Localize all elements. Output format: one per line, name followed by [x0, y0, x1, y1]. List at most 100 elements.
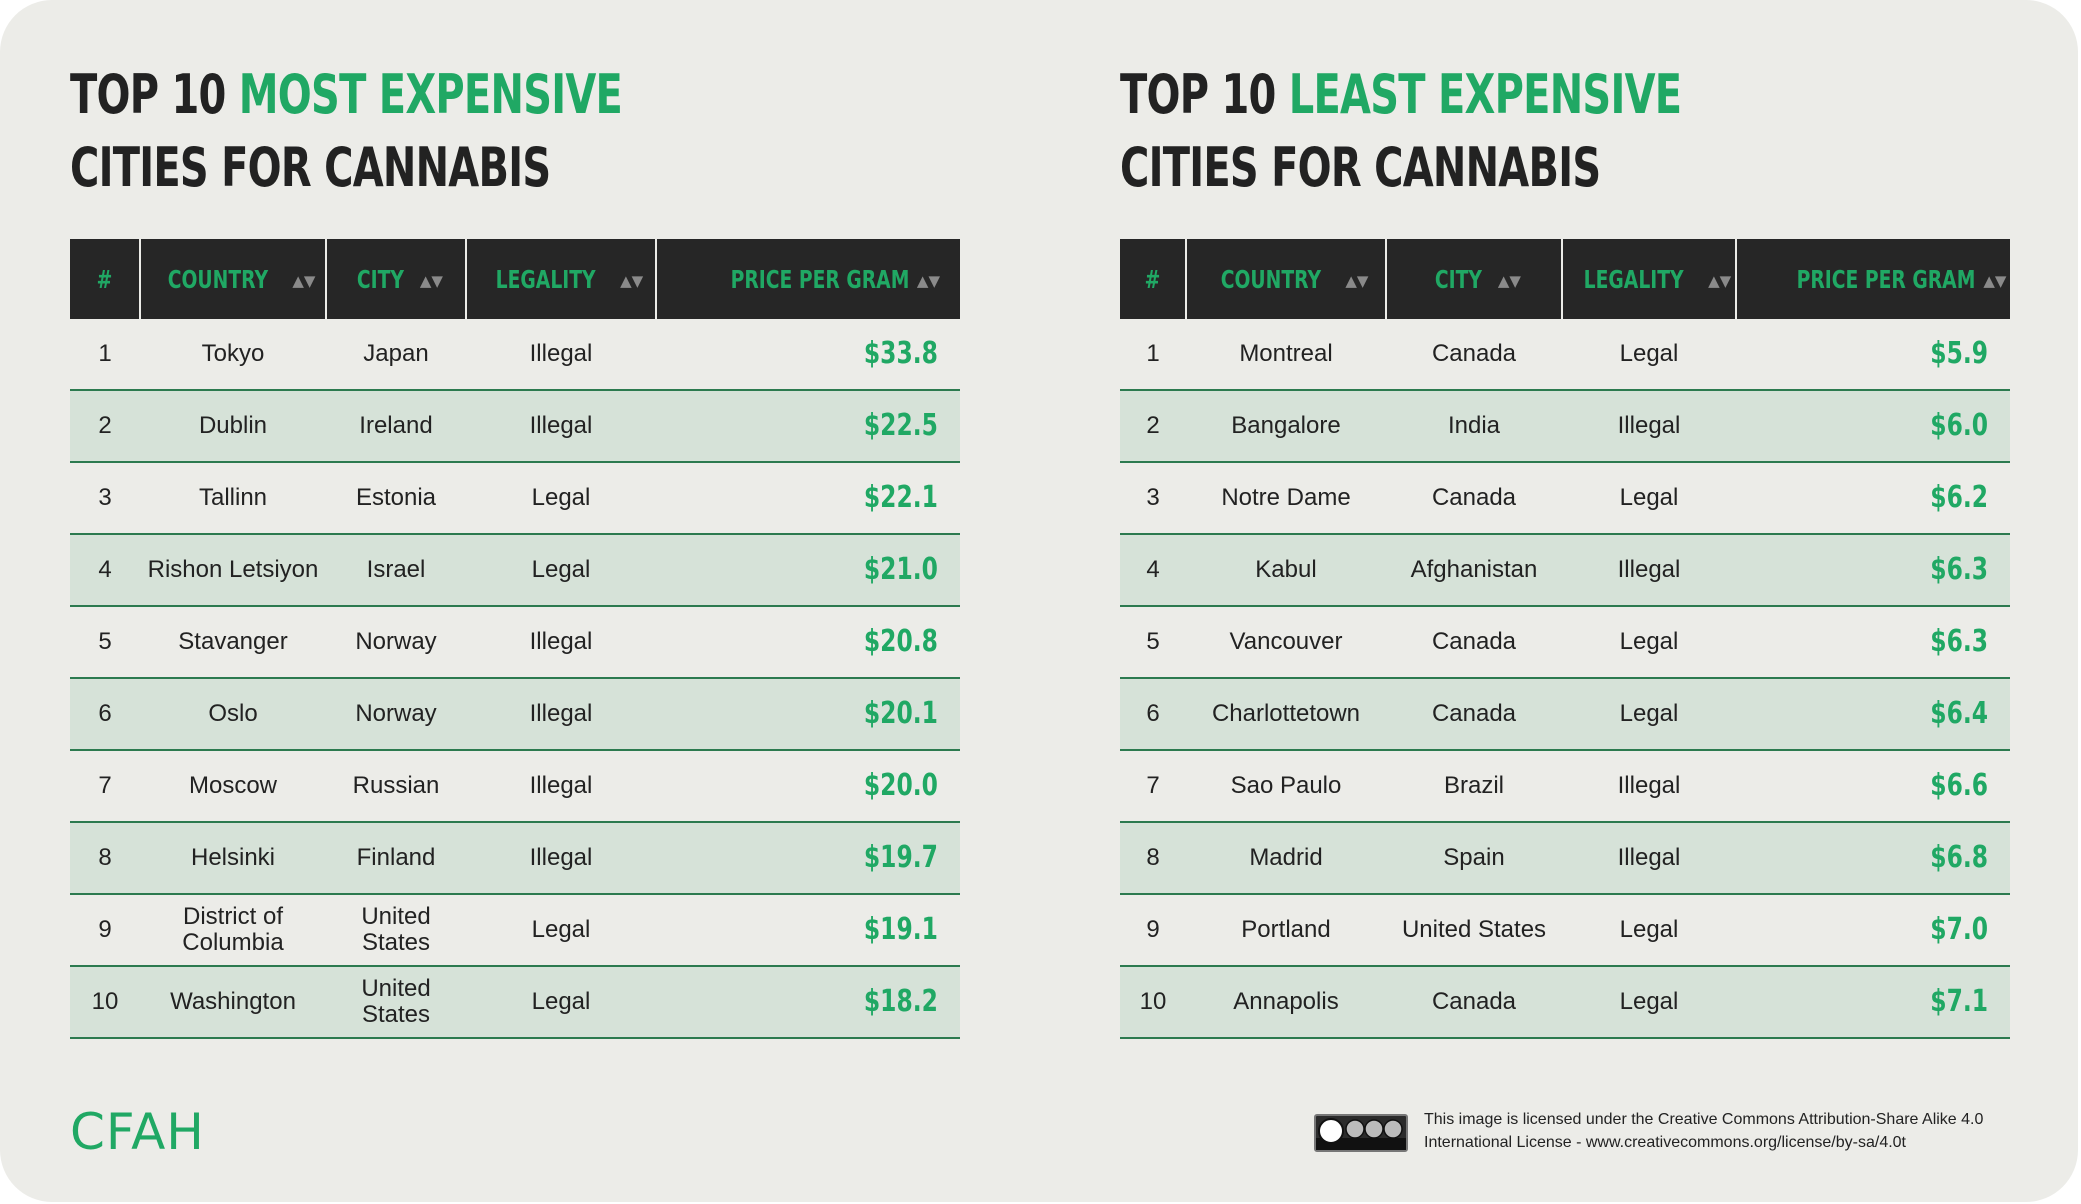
legality-cell: Illegal [1562, 534, 1736, 607]
column-header-country[interactable]: COUNTRY ▲▼ [140, 239, 327, 319]
column-header-rank: # [70, 239, 141, 319]
table-header-row: # COUNTRY ▲▼ CITY ▲▼ LEGALITY ▲▼ PRICE PER … [70, 239, 960, 319]
rank-cell: 7 [70, 750, 140, 823]
city-cell: Finland [326, 822, 466, 895]
price-cell: $6.0 [1736, 390, 2010, 463]
table-row: 2 Bangalore India Illegal $6.0 [1120, 390, 2010, 463]
price-cell: $7.1 [1736, 966, 2010, 1039]
city-cell: Ireland [326, 390, 466, 463]
country-cell: Vancouver [1186, 606, 1386, 679]
legality-cell: Legal [1562, 606, 1736, 679]
country-cell: Washington [140, 966, 326, 1039]
sort-arrows-icon[interactable]: ▲▼ [916, 271, 940, 290]
sort-arrows-icon[interactable]: ▲▼ [292, 271, 316, 290]
city-cell: Canada [1386, 319, 1562, 391]
sort-arrows-icon[interactable]: ▲▼ [1983, 271, 2007, 290]
legality-cell: Illegal [466, 678, 656, 751]
table-row: 2 Dublin Ireland Illegal $22.5 [70, 390, 960, 463]
city-cell: United States [1386, 894, 1562, 967]
legality-cell: Legal [466, 966, 656, 1039]
country-cell: Helsinki [140, 822, 326, 895]
rank-cell: 2 [1120, 390, 1186, 463]
sort-arrows-icon[interactable]: ▲▼ [1708, 271, 1732, 290]
city-cell: Israel [326, 534, 466, 607]
country-cell: Rishon Letsiyon [140, 534, 326, 607]
rank-cell: 1 [1120, 319, 1186, 391]
price-cell: $6.2 [1736, 462, 2010, 535]
legality-cell: Legal [1562, 678, 1736, 751]
city-cell: Japan [326, 319, 466, 391]
column-header-city[interactable]: CITY ▲▼ [326, 239, 467, 319]
title-highlight: MOST EXPENSIVE [238, 63, 623, 126]
country-cell: Portland [1186, 894, 1386, 967]
legality-cell: Illegal [1562, 390, 1736, 463]
rank-cell: 10 [70, 966, 140, 1039]
country-cell: Stavanger [140, 606, 326, 679]
city-cell: Russian [326, 750, 466, 823]
title-highlight: LEAST EXPENSIVE [1288, 63, 1682, 126]
table-header-row: # COUNTRY ▲▼ CITY ▲▼ LEGALITY ▲▼ PRICE PER … [1120, 239, 2010, 319]
country-cell: Sao Paulo [1186, 750, 1386, 823]
table-row: 6 Oslo Norway Illegal $20.1 [70, 678, 960, 751]
table-row: 6 Charlottetown Canada Legal $6.4 [1120, 678, 2010, 751]
country-cell: Montreal [1186, 319, 1386, 391]
sort-arrows-icon[interactable]: ▲▼ [1345, 271, 1369, 290]
cc-by-nc-sa-badge-icon [1314, 1114, 1408, 1152]
table-row: 1 Montreal Canada Legal $5.9 [1120, 319, 2010, 391]
column-header-legality[interactable]: LEGALITY ▲▼ [466, 239, 657, 319]
country-cell: Tokyo [140, 319, 326, 391]
country-cell: Dublin [140, 390, 326, 463]
table-row: 10 Washington United States Legal $18.2 [70, 966, 960, 1039]
price-cell: $19.1 [656, 894, 960, 967]
rank-cell: 3 [70, 462, 140, 535]
price-cell: $18.2 [656, 966, 960, 1039]
table-row: 9 Portland United States Legal $7.0 [1120, 894, 2010, 967]
column-header-legality[interactable]: LEGALITY ▲▼ [1562, 239, 1737, 319]
column-header-city[interactable]: CITY ▲▼ [1386, 239, 1563, 319]
price-cell: $6.3 [1736, 534, 2010, 607]
sort-arrows-icon[interactable]: ▲▼ [1497, 271, 1521, 290]
legality-cell: Legal [1562, 894, 1736, 967]
title-line-2: CITIES FOR CANNABIS [70, 136, 551, 199]
title-line-2: CITIES FOR CANNABIS [1120, 136, 1601, 199]
most-expensive-title: TOP 10 MOST EXPENSIVE CITIES FOR CANNABI… [70, 58, 623, 204]
legality-cell: Legal [1562, 966, 1736, 1039]
country-cell: Notre Dame [1186, 462, 1386, 535]
legality-cell: Legal [1562, 462, 1736, 535]
country-cell: District of Columbia [140, 894, 326, 967]
table-row: 3 Notre Dame Canada Legal $6.2 [1120, 462, 2010, 535]
rank-cell: 7 [1120, 750, 1186, 823]
legality-cell: Illegal [466, 822, 656, 895]
city-cell: India [1386, 390, 1562, 463]
rank-cell: 10 [1120, 966, 1186, 1039]
title-prefix: TOP 10 [1120, 63, 1289, 126]
city-cell: Afghanistan [1386, 534, 1562, 607]
legality-cell: Illegal [1562, 822, 1736, 895]
table-row: 4 Rishon Letsiyon Israel Legal $21.0 [70, 534, 960, 607]
city-cell: Estonia [326, 462, 466, 535]
legality-cell: Illegal [466, 390, 656, 463]
column-header-price[interactable]: PRICE PER GRAM ▲▼ [656, 239, 960, 319]
price-cell: $6.3 [1736, 606, 2010, 679]
rank-cell: 8 [70, 822, 140, 895]
table-row: 8 Helsinki Finland Illegal $19.7 [70, 822, 960, 895]
country-cell: Kabul [1186, 534, 1386, 607]
rank-cell: 4 [1120, 534, 1186, 607]
price-cell: $22.1 [656, 462, 960, 535]
sort-arrows-icon[interactable]: ▲▼ [620, 271, 644, 290]
sort-arrows-icon[interactable]: ▲▼ [419, 271, 443, 290]
rank-cell: 5 [70, 606, 140, 679]
legality-cell: Illegal [466, 319, 656, 391]
rank-cell: 1 [70, 319, 140, 391]
city-cell: Canada [1386, 678, 1562, 751]
table-row: 4 Kabul Afghanistan Illegal $6.3 [1120, 534, 2010, 607]
price-cell: $5.9 [1736, 319, 2010, 391]
city-cell: Brazil [1386, 750, 1562, 823]
country-cell: Madrid [1186, 822, 1386, 895]
price-cell: $6.6 [1736, 750, 2010, 823]
column-header-price[interactable]: PRICE PER GRAM ▲▼ [1736, 239, 2010, 319]
column-header-country[interactable]: COUNTRY ▲▼ [1186, 239, 1387, 319]
price-cell: $21.0 [656, 534, 960, 607]
table-row: 1 Tokyo Japan Illegal $33.8 [70, 319, 960, 391]
city-cell: Canada [1386, 606, 1562, 679]
